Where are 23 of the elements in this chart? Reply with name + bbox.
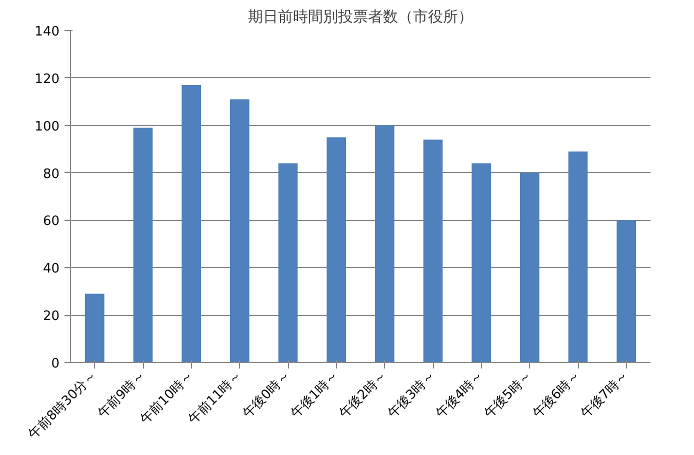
bar [423,140,443,362]
y-tick-label: 120 [34,72,60,87]
bar [133,128,153,362]
bar [326,137,346,362]
y-tick-label: 140 [34,24,60,40]
bar [182,85,201,362]
x-tick-label: 午後2時～ [336,368,390,422]
y-tick-label: 60 [42,214,60,230]
bar [375,125,394,362]
x-tick-label: 午後7時～ [578,368,632,422]
y-tick-label: 40 [42,262,60,277]
bar [278,163,298,362]
x-tick-label: 午後5時～ [482,368,535,422]
chart-title: 期日前時間別投票者数（市役所） [248,8,473,26]
bar [230,99,250,362]
y-tick-label: 20 [42,309,60,324]
bar [85,294,104,362]
bar [472,163,491,362]
y-tick-label: 80 [42,166,60,182]
bar [568,151,588,362]
bar [616,220,636,362]
y-tick-label: 100 [34,119,60,134]
bar [520,172,540,362]
